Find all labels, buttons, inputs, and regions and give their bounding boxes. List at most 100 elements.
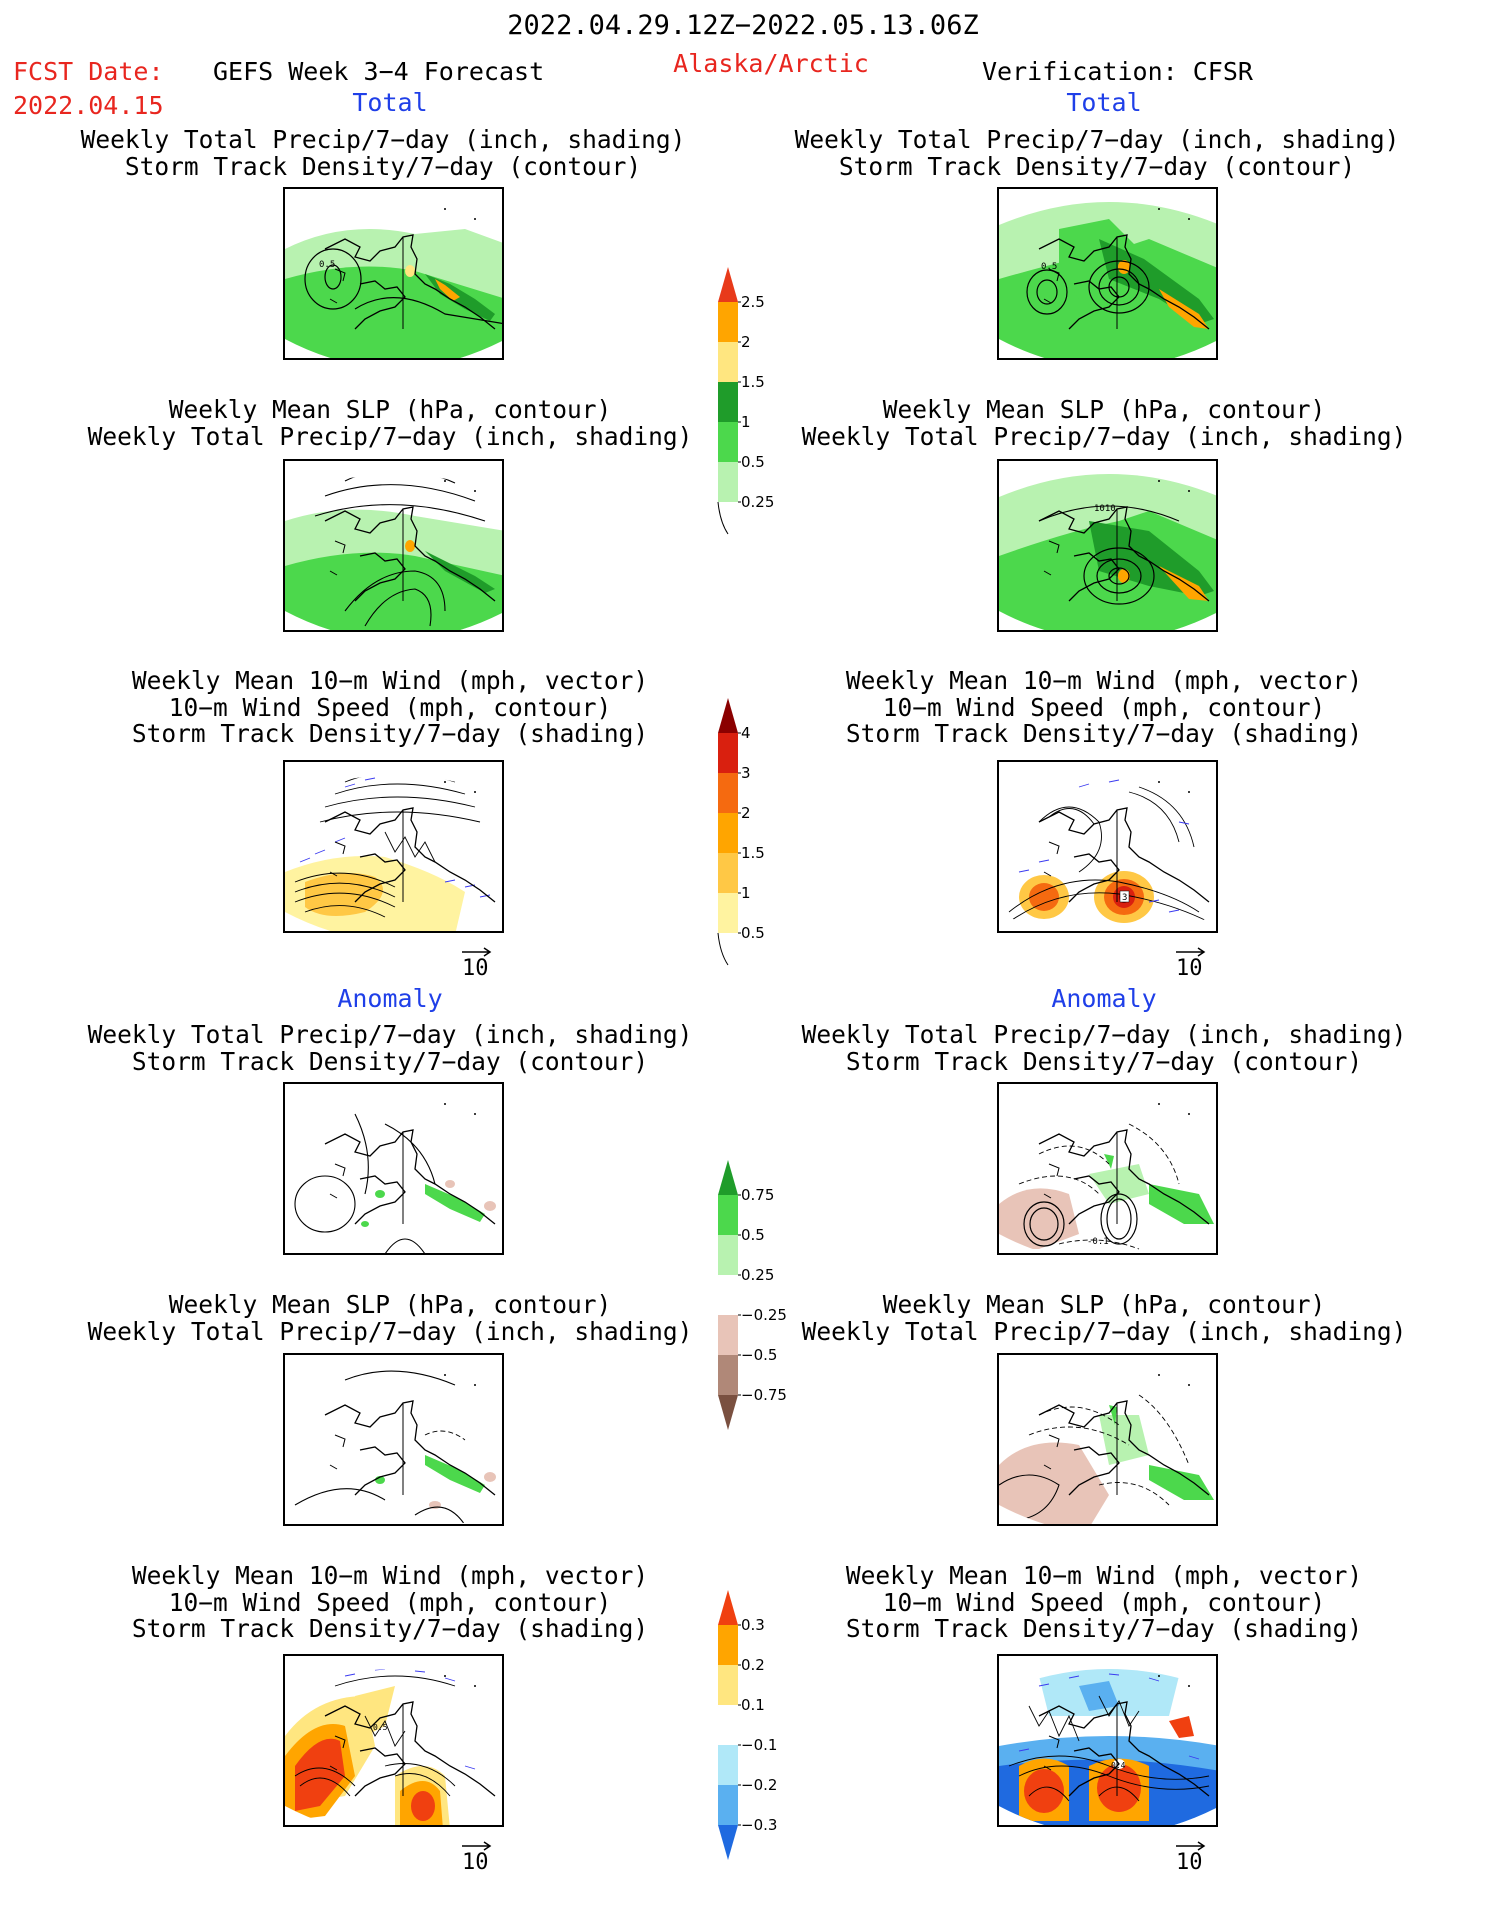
panel-title-fcst-total-precip: Weekly Total Precip/7−day (inch, shading… [80, 125, 686, 181]
colorbar-swatch [718, 1665, 738, 1705]
colorbar-top-arrow [718, 1160, 738, 1195]
fcst-total-precip-contour-label: 0.5 [319, 260, 335, 270]
colorbar-top-arrow [718, 1590, 738, 1625]
fcst-date-value: 2022.04.15 [13, 91, 164, 120]
map-fcst-total-wind [283, 760, 504, 933]
colorbar-total-precip: 2.5 2 1.5 1 0.5 0.25 [717, 267, 774, 535]
verif-total-slp-contour-label: 1010 [1094, 504, 1116, 514]
verif-total-wind-contour-label: 3 [1122, 893, 1127, 903]
map-verif-anom-wind: 0.4 [997, 1654, 1218, 1827]
colorbar-tick-label: 3 [741, 764, 751, 782]
colorbar-tick-label: 0.25 [741, 493, 774, 511]
colorbar-swatch [718, 342, 738, 382]
panel-title-fcst-total-wind: Weekly Mean 10−m Wind (mph, vector) 10−m … [131, 666, 649, 748]
colorbar-swatch [718, 813, 738, 853]
map-fcst-anom-precip [283, 1082, 504, 1255]
colorbar-swatch [718, 1745, 738, 1785]
colorbar-tick-label: 1.5 [741, 373, 765, 391]
map-fcst-anom-slp [283, 1353, 504, 1526]
colorbar-tick-label: 2 [741, 333, 751, 351]
date-range-title: 2022.04.29.12Z−2022.05.13.06Z [507, 10, 979, 41]
vector-scale-fcst-total: 10 [462, 956, 489, 981]
colorbar-swatch [718, 893, 738, 933]
colorbar-bottom-tail [717, 501, 729, 535]
colorbar-bottom-tail [717, 932, 729, 966]
map-verif-total-slp: 1010 [997, 459, 1218, 632]
vector-scale-arrow-fcst-total [460, 941, 494, 963]
colorbar-tick-label: −0.3 [741, 1816, 777, 1834]
colorbar-tick-label: 0.2 [741, 1656, 765, 1674]
colorbar-tick-label: 0.1 [741, 1696, 765, 1714]
colorbar-tick-label: 0.5 [741, 1226, 765, 1244]
colorbar-total-track: 4 3 2 1.5 1 0.5 [717, 698, 765, 966]
map-verif-total-precip: 0.5 [997, 187, 1218, 360]
verif-anom-precip-contour-label: -0.1 [1087, 1237, 1109, 1247]
colorbar-top-arrow [718, 698, 738, 733]
colorbar-bottom-arrow [718, 1395, 738, 1430]
region-title: Alaska/Arctic [673, 49, 869, 78]
panel-title-verif-total-slp: Weekly Mean SLP (hPa, contour) Weekly Tot… [801, 395, 1407, 451]
map-fcst-anom-wind: 0.5 [283, 1654, 504, 1827]
colorbar-swatch [718, 422, 738, 462]
map-fcst-total-slp [283, 459, 504, 632]
colorbar-tick-label: −0.25 [741, 1306, 787, 1324]
colorbar-tick-label: −0.2 [741, 1776, 777, 1794]
vector-scale-verif-total: 10 [1176, 956, 1203, 981]
colorbar-anom-precip: 0.75 0.5 0.25 −0.25 −0.5 −0.75 [718, 1160, 787, 1430]
model-title: GEFS Week 3−4 Forecast [213, 57, 545, 86]
colorbar-swatch [718, 773, 738, 813]
colorbar-tick-label: 0.5 [741, 453, 765, 471]
colorbar-anom-track: 0.3 0.2 0.1 −0.1 −0.2 −0.3 [718, 1590, 777, 1860]
section-total-left: Total [352, 88, 428, 117]
colorbar-swatch [718, 302, 738, 342]
panel-title-fcst-total-slp: Weekly Mean SLP (hPa, contour) Weekly Tot… [87, 395, 693, 451]
colorbar-tick-label: −0.75 [741, 1386, 787, 1404]
panel-title-fcst-anom-slp: Weekly Mean SLP (hPa, contour) Weekly Tot… [87, 1290, 693, 1346]
colorbar-tick-label: −0.1 [741, 1736, 777, 1754]
panel-title-verif-anom-wind: Weekly Mean 10−m Wind (mph, vector) 10−m … [845, 1561, 1363, 1643]
colorbar-tick-label: 2.5 [741, 293, 765, 311]
map-verif-anom-slp [997, 1353, 1218, 1526]
colorbar-swatch [718, 462, 738, 502]
section-total-right: Total [1066, 88, 1142, 117]
vector-scale-arrow-fcst-anom [460, 1835, 494, 1857]
vector-scale-fcst-anom: 10 [462, 1850, 489, 1875]
colorbar-tick-label: 0.75 [741, 1186, 774, 1204]
verification-title: Verification: CFSR [982, 57, 1253, 86]
section-anomaly-right: Anomaly [1051, 984, 1157, 1013]
colorbar-tick-label: −0.5 [741, 1346, 777, 1364]
colorbar-tick-label: 2 [741, 804, 751, 822]
colorbar-bottom-arrow [718, 1825, 738, 1860]
panel-title-verif-total-wind: Weekly Mean 10−m Wind (mph, vector) 10−m … [845, 666, 1363, 748]
panel-title-verif-total-precip: Weekly Total Precip/7−day (inch, shading… [794, 125, 1400, 181]
colorbar-swatch [718, 853, 738, 893]
colorbar-tick-label: 0.5 [741, 924, 765, 942]
vector-scale-verif-anom: 10 [1176, 1850, 1203, 1875]
verif-anom-wind-contour-label: 0.4 [1111, 1761, 1126, 1770]
vector-scale-arrow-verif-total [1174, 941, 1208, 963]
panel-title-verif-anom-precip: Weekly Total Precip/7−day (inch, shading… [801, 1020, 1407, 1076]
colorbar-swatch [718, 1625, 738, 1665]
colorbar-swatch [718, 382, 738, 422]
fcst-date-label: FCST Date: [13, 57, 164, 86]
colorbar-tick-label: 4 [741, 724, 751, 742]
verif-total-precip-contour-label: 0.5 [1041, 262, 1057, 272]
colorbar-swatch [718, 1275, 738, 1315]
colorbar-tick-label: 0.3 [741, 1616, 765, 1634]
section-anomaly-left: Anomaly [337, 984, 443, 1013]
panel-title-fcst-anom-precip: Weekly Total Precip/7−day (inch, shading… [87, 1020, 693, 1076]
vector-scale-arrow-verif-anom [1174, 1835, 1208, 1857]
panel-title-verif-anom-slp: Weekly Mean SLP (hPa, contour) Weekly Tot… [801, 1290, 1407, 1346]
colorbar-swatch [718, 1195, 738, 1235]
colorbar-swatch [718, 1705, 738, 1745]
colorbar-tick-label: 1.5 [741, 844, 765, 862]
map-fcst-total-precip: 0.5 [283, 187, 504, 360]
colorbar-swatch [718, 1315, 738, 1355]
colorbar-swatch [718, 733, 738, 773]
panel-title-fcst-anom-wind: Weekly Mean 10−m Wind (mph, vector) 10−m … [131, 1561, 649, 1643]
colorbar-tick-label: 1 [741, 884, 751, 902]
fcst-anom-wind-contour-label: 0.5 [373, 1723, 388, 1732]
colorbar-top-arrow [718, 267, 738, 302]
colorbar-swatch [718, 1785, 738, 1825]
colorbar-tick-label: 1 [741, 413, 751, 431]
